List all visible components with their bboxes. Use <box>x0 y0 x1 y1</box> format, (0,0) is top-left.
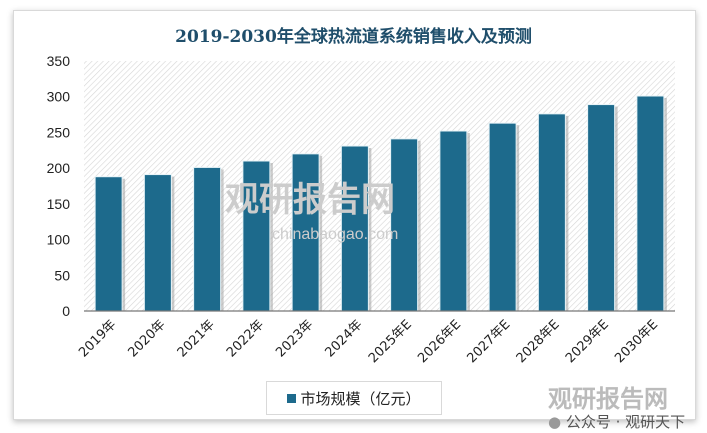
plot-area <box>84 61 675 311</box>
x-tick-label: 2022年 <box>224 317 267 360</box>
y-tick-label: 50 <box>54 267 70 283</box>
chart-title: 2019-2030年全球热流道系统销售收入及预测 <box>175 27 532 47</box>
x-tick-label: 2028年E <box>514 317 563 366</box>
y-tick-label: 200 <box>47 160 71 176</box>
x-tick-label: 2030年E <box>612 317 661 366</box>
x-tick-label: 2025年E <box>366 317 415 366</box>
x-tick-label: 2023年 <box>273 317 316 360</box>
bar <box>143 174 172 312</box>
x-tick-label: 2020年 <box>126 317 169 360</box>
legend-swatch <box>287 393 297 403</box>
y-tick-label: 250 <box>47 124 71 140</box>
watermark-logo: 观研报告网 <box>548 385 668 413</box>
legend-label: 市场规模（亿元） <box>300 389 421 408</box>
watermark-site: chinabaogao.com <box>272 226 399 243</box>
x-tick-label: 2026年E <box>415 317 464 366</box>
wechat-text: 公众号 · 观研天下 <box>565 413 686 431</box>
bar <box>390 138 419 312</box>
legend: 市场规模（亿元） <box>266 381 442 415</box>
x-tick-label: 2029年E <box>563 317 612 366</box>
y-tick-label: 300 <box>47 89 71 105</box>
bar <box>587 104 616 312</box>
bar <box>193 166 222 312</box>
watermark-logo-center: 观研报告网 <box>225 180 395 220</box>
bar <box>94 176 123 312</box>
y-tick-label: 150 <box>47 196 71 212</box>
x-tick-label: 2027年E <box>464 317 513 366</box>
bar <box>340 145 369 312</box>
bar <box>439 130 468 312</box>
x-tick-label: 2024年 <box>323 317 366 360</box>
x-tick-label: 2021年 <box>175 317 218 360</box>
y-tick-label: 350 <box>47 53 71 69</box>
bar <box>488 122 517 312</box>
watermark-wechat: ● 公众号 · 观研天下 <box>548 413 685 431</box>
y-tick-label: 0 <box>62 303 70 319</box>
bar <box>291 153 320 312</box>
wechat-icon: ● <box>548 413 562 431</box>
x-tick-label: 2019年 <box>76 317 119 360</box>
bar <box>537 113 566 312</box>
y-tick-label: 100 <box>47 232 71 248</box>
bar <box>636 95 665 312</box>
bar <box>242 160 271 312</box>
